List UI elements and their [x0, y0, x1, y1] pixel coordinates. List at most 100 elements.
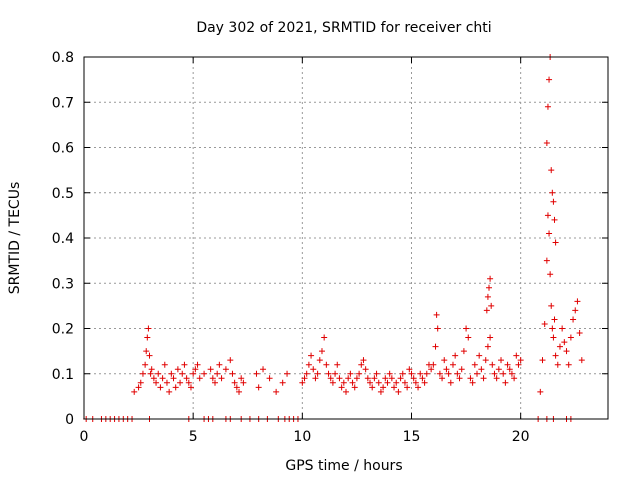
data-point [161, 361, 168, 368]
data-point [508, 370, 515, 377]
y-tick-label: 0.5 [52, 186, 74, 202]
data-point [415, 384, 422, 391]
data-point [329, 379, 336, 386]
data-point [185, 379, 192, 386]
data-point [543, 139, 550, 146]
data-point [539, 357, 546, 364]
x-tick-label: 10 [293, 429, 311, 445]
data-point [266, 375, 273, 382]
data-point [551, 316, 558, 323]
data-point [238, 375, 245, 382]
y-tick-label: 0.4 [52, 231, 74, 247]
data-point [482, 357, 489, 364]
data-point [325, 370, 332, 377]
data-point [147, 370, 154, 377]
data-point [478, 366, 485, 373]
data-point [172, 384, 179, 391]
data-point [487, 275, 494, 282]
data-point [467, 375, 474, 382]
data-point [305, 361, 312, 368]
data-points [83, 54, 585, 422]
data-point [196, 375, 203, 382]
data-point [578, 357, 585, 364]
data-point [233, 384, 240, 391]
data-point [351, 384, 358, 391]
data-point [500, 370, 507, 377]
data-point [465, 334, 472, 341]
data-point [476, 352, 483, 359]
y-tick-label: 0.7 [52, 95, 74, 111]
y-tick-label: 0.1 [52, 367, 74, 383]
data-point [362, 366, 369, 373]
data-point [506, 366, 513, 373]
data-point [142, 361, 149, 368]
data-point [469, 379, 476, 386]
data-point [452, 352, 459, 359]
data-point [436, 370, 443, 377]
data-point [227, 357, 234, 364]
data-point [401, 379, 408, 386]
data-point [139, 370, 146, 377]
data-point [338, 384, 345, 391]
data-point [181, 361, 188, 368]
x-tick-label: 20 [512, 429, 530, 445]
data-point [166, 388, 173, 395]
data-point [393, 379, 400, 386]
data-point [550, 198, 557, 205]
data-point [574, 298, 581, 305]
data-point [552, 352, 559, 359]
data-point [559, 325, 566, 332]
data-point [143, 348, 150, 355]
data-point [548, 302, 555, 309]
data-point [218, 375, 225, 382]
data-point [408, 370, 415, 377]
data-point [174, 366, 181, 373]
data-point [310, 366, 317, 373]
data-point [549, 325, 556, 332]
data-point [561, 339, 568, 346]
data-point [547, 271, 554, 278]
data-point [314, 370, 321, 377]
data-point [517, 357, 524, 364]
data-point [360, 357, 367, 364]
data-point [484, 343, 491, 350]
data-point [303, 370, 310, 377]
data-point [484, 293, 491, 300]
data-point [491, 370, 498, 377]
data-point [253, 370, 260, 377]
data-point [284, 370, 291, 377]
data-point [327, 375, 334, 382]
data-point [412, 379, 419, 386]
data-point [209, 375, 216, 382]
data-point [406, 366, 413, 373]
data-point [432, 343, 439, 350]
data-point [260, 366, 267, 373]
data-point [546, 76, 553, 83]
data-point [340, 379, 347, 386]
data-point [541, 320, 548, 327]
data-point [364, 375, 371, 382]
data-point [229, 370, 236, 377]
data-point [554, 361, 561, 368]
data-point [471, 361, 478, 368]
data-point [349, 379, 356, 386]
data-point [570, 316, 577, 323]
data-point [373, 370, 380, 377]
data-point [458, 366, 465, 373]
data-point [423, 370, 430, 377]
data-point [159, 375, 166, 382]
data-point [369, 384, 376, 391]
data-point [137, 379, 144, 386]
chart-title: Day 302 of 2021, SRMTID for receiver cht… [196, 20, 491, 36]
x-tick-label: 0 [80, 429, 89, 445]
data-point [380, 384, 387, 391]
data-point [323, 361, 330, 368]
data-point [212, 379, 218, 386]
data-point [146, 352, 153, 359]
data-point [548, 167, 555, 174]
data-point [565, 361, 572, 368]
data-point [343, 388, 349, 395]
data-point [336, 375, 343, 382]
data-point [279, 379, 286, 386]
data-point [367, 379, 374, 386]
